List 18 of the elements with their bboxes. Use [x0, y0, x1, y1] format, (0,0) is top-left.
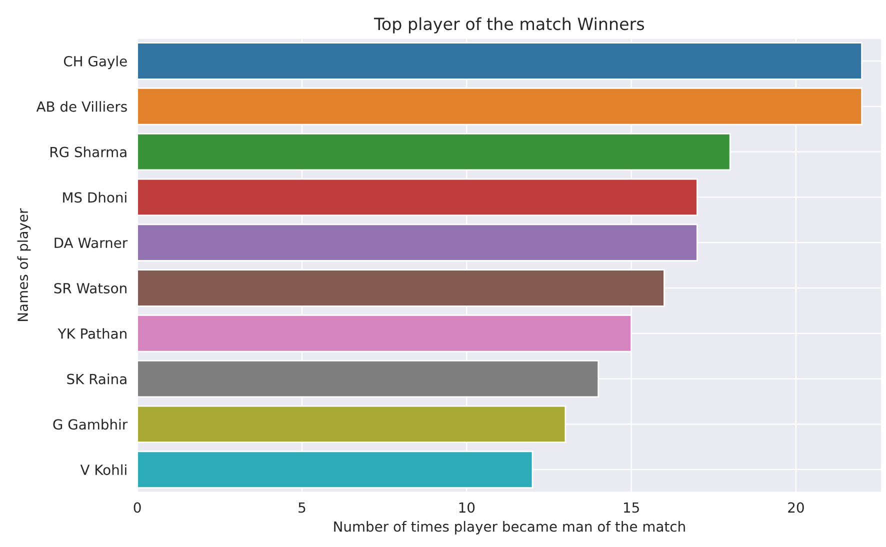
x-tick-label: 0	[134, 502, 141, 513]
chart-title: Top player of the match Winners	[374, 17, 644, 34]
y-tick-label: DA Warner	[54, 238, 128, 248]
y-axis-title: Names of player	[17, 208, 31, 321]
y-tick-label: CH Gayle	[64, 56, 127, 70]
y-tick-label: G Gambhir	[53, 418, 128, 430]
y-tick-label: YK Pathan	[58, 328, 126, 339]
y-tick-label: MS Dhoni	[63, 192, 126, 203]
x-tick-label: 5	[298, 502, 306, 513]
x-axis-title: Number of times player became man of the match	[334, 521, 685, 534]
y-tick-label: SR Watson	[54, 282, 126, 294]
y-tick-label: V Kohli	[80, 464, 126, 476]
y-tick-label: SK Raina	[67, 374, 126, 384]
x-tick-label: 15	[624, 502, 639, 513]
x-tick-label: 10	[459, 502, 475, 513]
y-tick-label: AB de Villiers	[36, 101, 127, 112]
y-tick-label: RG Sharma	[50, 146, 126, 158]
x-tick-label: 20	[788, 502, 804, 513]
